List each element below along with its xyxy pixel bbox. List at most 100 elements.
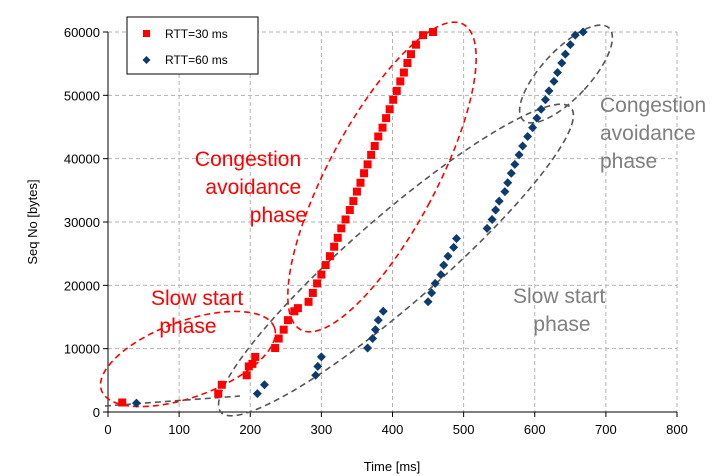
data-point-rtt-60: [363, 343, 373, 353]
data-point-rtt-30: [429, 28, 438, 36]
data-point-rtt-30: [385, 105, 394, 114]
annotation-line: Congestion: [600, 94, 706, 117]
x-tick-label: 700: [595, 422, 617, 437]
data-point-rtt-60: [449, 242, 459, 252]
data-point-rtt-30: [118, 398, 127, 407]
ellipse-congestion-red: [287, 21, 477, 333]
data-point-rtt-60: [532, 113, 542, 123]
y-tick-label: 40000: [64, 152, 100, 167]
data-point-rtt-60: [443, 251, 453, 261]
data-point-rtt-30: [337, 224, 346, 233]
data-point-rtt-30: [378, 123, 387, 132]
data-point-rtt-30: [367, 150, 376, 159]
data-point-rtt-60: [540, 95, 550, 105]
data-point-rtt-30: [370, 142, 379, 150]
data-point-rtt-60: [370, 325, 380, 335]
data-point-rtt-60: [427, 288, 437, 298]
data-point-rtt-30: [251, 352, 260, 361]
data-point-rtt-60: [378, 306, 388, 316]
data-point-rtt-60: [313, 361, 323, 371]
data-point-rtt-60: [560, 49, 570, 59]
annotation-congestion-red: Congestion avoidance phase: [195, 148, 307, 227]
data-point-rtt-30: [308, 288, 317, 297]
legend-box: [126, 16, 259, 75]
data-point-rtt-60: [514, 150, 524, 160]
x-tick-label: 100: [168, 422, 190, 437]
y-tick-label: 0: [93, 405, 100, 420]
data-point-rtt-30: [392, 86, 401, 95]
data-point-rtt-30: [317, 270, 326, 279]
data-point-rtt-60: [423, 297, 433, 307]
data-point-rtt-30: [330, 242, 339, 251]
data-point-rtt-60: [482, 223, 492, 233]
data-point-rtt-60: [557, 58, 567, 68]
data-point-rtt-30: [293, 304, 302, 313]
data-point-rtt-60: [528, 123, 538, 133]
data-point-rtt-60: [506, 168, 516, 178]
data-point-rtt-30: [321, 261, 330, 270]
data-point-rtt-60: [252, 389, 262, 399]
data-point-rtt-30: [242, 371, 251, 380]
data-point-rtt-60: [131, 398, 141, 408]
data-point-rtt-60: [500, 187, 510, 197]
data-point-rtt-30: [333, 233, 342, 242]
x-tick-label: 0: [104, 422, 111, 437]
legend-marker-rtt-30: [143, 30, 150, 37]
data-point-rtt-60: [518, 141, 528, 151]
connector-gray: [104, 395, 241, 407]
data-point-rtt-60: [487, 214, 497, 224]
data-point-rtt-30: [419, 31, 428, 40]
data-point-rtt-60: [544, 86, 554, 96]
data-point-rtt-60: [368, 334, 378, 344]
y-tick-label: 50000: [64, 88, 100, 103]
data-point-rtt-60: [503, 178, 513, 188]
x-tick-label: 500: [453, 422, 475, 437]
data-point-rtt-30: [374, 132, 383, 141]
annotation-congestion-gray: Congestion avoidance phase: [600, 94, 712, 173]
data-point-rtt-30: [363, 160, 372, 169]
data-point-rtt-30: [403, 59, 412, 68]
data-point-rtt-60: [549, 76, 559, 86]
data-point-rtt-60: [570, 30, 580, 40]
data-point-rtt-60: [373, 315, 383, 325]
data-point-rtt-60: [578, 27, 588, 37]
data-point-rtt-60: [510, 159, 520, 169]
data-point-rtt-60: [565, 40, 575, 50]
x-axis-title: Time [ms]: [364, 459, 421, 474]
series-rtt-60: [131, 27, 588, 408]
y-tick-label: 10000: [64, 342, 100, 357]
data-point-rtt-60: [536, 104, 546, 114]
data-point-rtt-30: [341, 215, 350, 224]
annotation-line: phase: [159, 315, 216, 338]
data-point-rtt-30: [325, 252, 334, 261]
data-point-rtt-60: [311, 370, 321, 380]
annotation-line: phase: [600, 150, 657, 173]
x-tick-label: 800: [666, 422, 688, 437]
data-point-rtt-60: [491, 205, 501, 215]
data-point-rtt-30: [399, 68, 408, 77]
legend-marker-rtt-60: [142, 56, 151, 64]
data-point-rtt-30: [304, 297, 313, 306]
data-point-rtt-30: [345, 205, 354, 214]
data-point-rtt-30: [411, 40, 420, 49]
data-point-rtt-60: [439, 260, 449, 270]
data-point-rtt-30: [352, 187, 361, 196]
legend-label-rtt-60: RTT=60 ms: [165, 53, 228, 67]
ellipse-slow-start-gray: [217, 103, 575, 417]
data-point-rtt-60: [436, 270, 446, 280]
annotation-line: Slow start: [513, 285, 605, 308]
annotation-line: phase: [533, 313, 590, 336]
data-point-rtt-30: [396, 77, 405, 86]
data-point-rtt-30: [283, 316, 292, 325]
x-tick-label: 400: [382, 422, 404, 437]
series-rtt-30: [118, 28, 438, 407]
data-point-rtt-30: [279, 325, 288, 334]
data-point-rtt-30: [349, 197, 358, 206]
annotation-line: avoidance: [205, 176, 301, 199]
annotation-line: Slow start: [151, 287, 243, 310]
data-point-rtt-60: [430, 278, 440, 288]
data-point-rtt-30: [248, 359, 257, 368]
annotation-line: Congestion: [195, 148, 301, 171]
data-point-rtt-30: [217, 380, 226, 389]
